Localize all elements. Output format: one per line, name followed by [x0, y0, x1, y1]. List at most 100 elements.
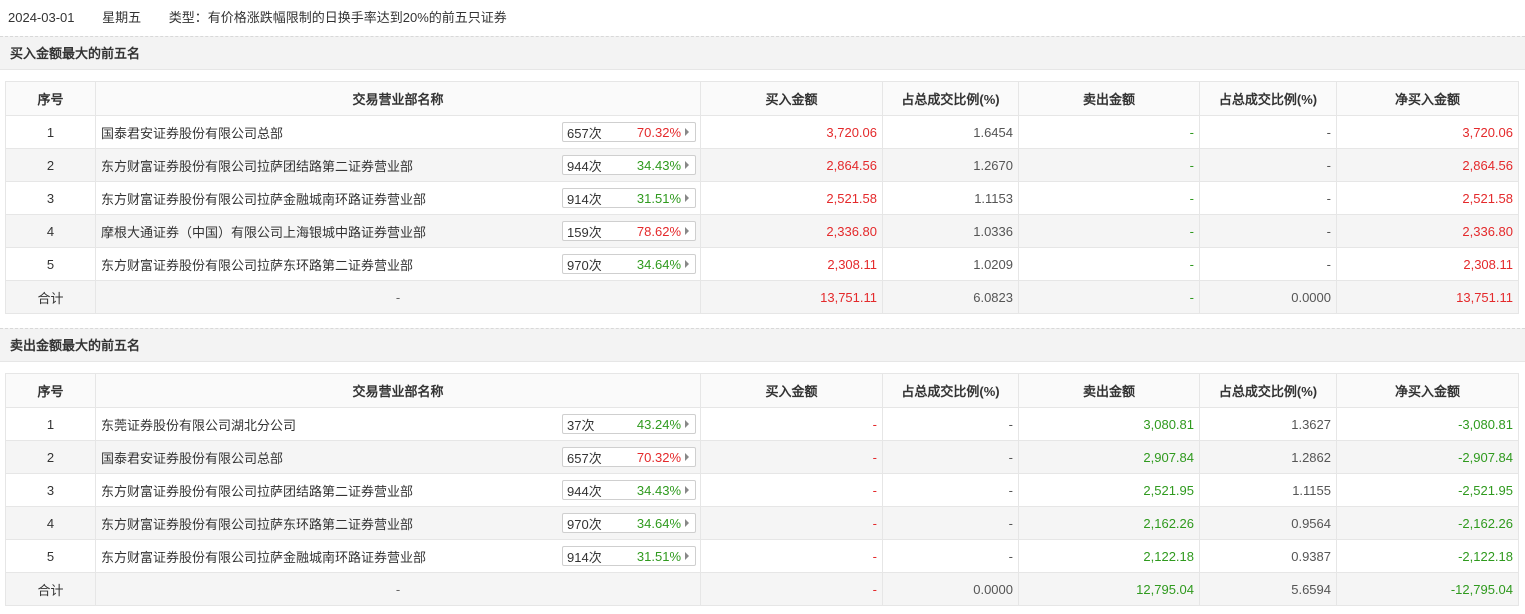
buy-ratio: 1.6454	[882, 115, 1019, 149]
win-rate: 34.43%	[636, 482, 681, 498]
listing-count-dropdown[interactable]: 37次 43.24%	[562, 414, 696, 434]
buy-ratio: -	[882, 440, 1019, 474]
sell-ratio: -	[1199, 148, 1337, 182]
net-buy-amount: -3,080.81	[1336, 407, 1519, 441]
win-rate: 31.51%	[636, 548, 681, 564]
listing-count: 970次	[567, 257, 602, 273]
sell-amount: -	[1018, 148, 1200, 182]
listing-count-dropdown[interactable]: 657次 70.32%	[562, 122, 696, 142]
win-rate: 70.32%	[636, 449, 681, 465]
row-index: 1	[5, 115, 96, 149]
branch-name[interactable]: 东方财富证券股份有限公司拉萨金融城南环路证券营业部	[101, 549, 427, 565]
caret-right-icon[interactable]	[684, 415, 692, 433]
net-buy-amount: 2,864.56	[1336, 148, 1519, 182]
table-row: 4 摩根大通证券（中国）有限公司上海银城中路证券营业部 159次 78.62% 2,33…	[5, 214, 1519, 248]
total-branch-name: -	[95, 572, 701, 606]
listing-count: 914次	[567, 191, 602, 207]
branch-name[interactable]: 东方财富证券股份有限公司拉萨东环路第二证券营业部	[101, 257, 414, 273]
listing-count-dropdown[interactable]: 970次 34.64%	[562, 513, 696, 533]
caret-right-icon[interactable]	[684, 481, 692, 499]
sell-ratio: -	[1199, 247, 1337, 281]
listing-count-dropdown[interactable]: 944次 34.43%	[562, 155, 696, 175]
listing-count: 657次	[567, 125, 602, 141]
net-buy-amount: -2,521.95	[1336, 473, 1519, 507]
net-buy-amount: 3,720.06	[1336, 115, 1519, 149]
branch-name-wrap: 国泰君安证券股份有限公司总部 657次 70.32%	[101, 122, 696, 142]
branch-name[interactable]: 东方财富证券股份有限公司拉萨团结路第二证券营业部	[101, 158, 414, 174]
buy-amount: -	[700, 440, 883, 474]
branch-name-wrap: 摩根大通证券（中国）有限公司上海银城中路证券营业部 159次 78.62%	[101, 221, 696, 241]
row-index: 4	[5, 214, 96, 248]
branch-name[interactable]: 东方财富证券股份有限公司拉萨金融城南环路证券营业部	[101, 191, 427, 207]
sell-amount: -	[1018, 115, 1200, 149]
col-header-index: 序号	[5, 81, 96, 116]
buy-amount: -	[700, 473, 883, 507]
branch-name[interactable]: 摩根大通证券（中国）有限公司上海银城中路证券营业部	[101, 224, 427, 240]
listing-count-dropdown[interactable]: 657次 70.32%	[562, 447, 696, 467]
total-buy-ratio: 0.0000	[882, 572, 1019, 606]
caret-right-icon[interactable]	[684, 514, 692, 532]
branch-name[interactable]: 东方财富证券股份有限公司拉萨东环路第二证券营业部	[101, 516, 414, 532]
caret-right-icon[interactable]	[684, 448, 692, 466]
win-rate: 34.64%	[636, 256, 681, 272]
row-index: 3	[5, 473, 96, 507]
listing-count-dropdown[interactable]: 914次 31.51%	[562, 188, 696, 208]
total-row: 合计 -13,751.11 6.0823-0.0000 13,751.11	[5, 280, 1519, 314]
win-rate: 43.24%	[636, 416, 681, 432]
buy-amount: -	[700, 539, 883, 573]
sell-section-title: 卖出金额最大的前五名	[0, 328, 1525, 362]
listing-count: 657次	[567, 450, 602, 466]
branch-name[interactable]: 国泰君安证券股份有限公司总部	[101, 450, 284, 466]
total-net-buy: -12,795.04	[1336, 572, 1519, 606]
sell-amount: 2,162.26	[1018, 506, 1200, 540]
buy-ratio: 1.1153	[882, 181, 1019, 215]
buy-ratio: 1.2670	[882, 148, 1019, 182]
listing-count-dropdown[interactable]: 944次 34.43%	[562, 480, 696, 500]
listing-count-dropdown[interactable]: 970次 34.64%	[562, 254, 696, 274]
net-buy-amount: 2,521.58	[1336, 181, 1519, 215]
sell-amount: 2,521.95	[1018, 473, 1200, 507]
sell-top5-table: 序号 交易营业部名称 买入金额 占总成交比例(%) 卖出金额 占总成交比例(%)…	[5, 373, 1519, 606]
net-buy-amount: -2,162.26	[1336, 506, 1519, 540]
caret-right-icon[interactable]	[684, 255, 692, 273]
buy-ratio: -	[882, 539, 1019, 573]
caret-right-icon[interactable]	[684, 222, 692, 240]
col-header-buy-amount: 买入金额	[700, 81, 883, 116]
branch-name[interactable]: 东方财富证券股份有限公司拉萨团结路第二证券营业部	[101, 483, 414, 499]
caret-right-icon[interactable]	[684, 547, 692, 565]
row-index: 2	[5, 148, 96, 182]
table-row: 4 东方财富证券股份有限公司拉萨东环路第二证券营业部 970次 34.64% - -2,1…	[5, 506, 1519, 540]
col-header-sell-ratio: 占总成交比例(%)	[1199, 373, 1337, 408]
caret-right-icon[interactable]	[684, 123, 692, 141]
branch-name-wrap: 东方财富证券股份有限公司拉萨东环路第二证券营业部 970次 34.64%	[101, 254, 696, 274]
listing-count: 159次	[567, 224, 602, 240]
sell-ratio: -	[1199, 214, 1337, 248]
listing-count-dropdown[interactable]: 914次 31.51%	[562, 546, 696, 566]
sell-amount: -	[1018, 247, 1200, 281]
branch-name[interactable]: 东莞证券股份有限公司湖北分公司	[101, 417, 297, 433]
buy-amount: 2,864.56	[700, 148, 883, 182]
caret-right-icon[interactable]	[684, 156, 692, 174]
buy-amount: -	[700, 407, 883, 441]
total-buy-amount: -	[700, 572, 883, 606]
branch-name[interactable]: 国泰君安证券股份有限公司总部	[101, 125, 284, 141]
win-rate: 34.64%	[636, 515, 681, 531]
buy-top5-table: 序号 交易营业部名称 买入金额 占总成交比例(%) 卖出金额 占总成交比例(%)…	[5, 81, 1519, 314]
total-branch-name: -	[95, 280, 701, 314]
branch-name-cell: 东方财富证券股份有限公司拉萨团结路第二证券营业部 944次 34.43%	[95, 473, 701, 507]
row-index: 2	[5, 440, 96, 474]
net-buy-amount: 2,308.11	[1336, 247, 1519, 281]
sell-ratio: 0.9564	[1199, 506, 1337, 540]
buy-ratio: -	[882, 506, 1019, 540]
total-row: 合计 - -0.0000 12,795.04 5.6594 -12,795.04	[5, 572, 1519, 606]
col-header-sell-ratio: 占总成交比例(%)	[1199, 81, 1337, 116]
caret-right-icon[interactable]	[684, 189, 692, 207]
branch-name-wrap: 东方财富证券股份有限公司拉萨团结路第二证券营业部 944次 34.43%	[101, 480, 696, 500]
listing-count-dropdown[interactable]: 159次 78.62%	[562, 221, 696, 241]
sell-ratio: 0.9387	[1199, 539, 1337, 573]
col-header-buy-ratio: 占总成交比例(%)	[882, 81, 1019, 116]
sell-ratio: -	[1199, 115, 1337, 149]
col-header-sell-amount: 卖出金额	[1018, 81, 1200, 116]
branch-name-cell: 东方财富证券股份有限公司拉萨东环路第二证券营业部 970次 34.64%	[95, 506, 701, 540]
row-index: 5	[5, 539, 96, 573]
